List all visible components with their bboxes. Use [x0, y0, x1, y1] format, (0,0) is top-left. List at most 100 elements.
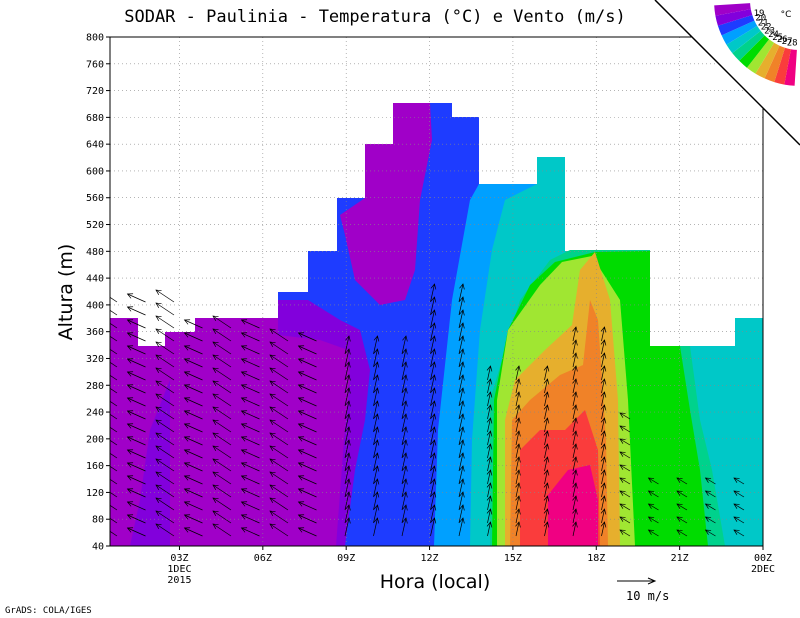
wind-vector: [515, 443, 521, 459]
wind-vector: [600, 521, 607, 537]
wind-vector: [515, 521, 521, 537]
wind-vector: [647, 477, 659, 485]
wind-vector: [600, 326, 607, 342]
wind-vector: [733, 516, 745, 524]
x-tick-label: 00Z: [754, 553, 772, 564]
chart-title: SODAR - Paulinia - Temperatura (°C) e Ve…: [124, 7, 626, 27]
wind-vector: [212, 341, 232, 355]
wind-vector: [401, 361, 408, 381]
wind-vector: [458, 348, 465, 368]
wind-vector: [430, 283, 437, 303]
wind-vector: [126, 306, 146, 316]
colorbar-swatch: [717, 15, 755, 36]
wind-vector: [297, 475, 317, 485]
wind-vector: [183, 319, 203, 329]
wind-vector: [126, 410, 146, 420]
wind-vector: [155, 406, 175, 420]
wind-vector: [676, 490, 688, 498]
wind-vector: [183, 449, 203, 459]
wind-vector: [572, 482, 578, 498]
wind-vector: [344, 387, 351, 407]
wind-vector: [240, 501, 260, 511]
wind-vector: [183, 410, 203, 420]
wind-vector: [126, 358, 146, 368]
wind-vector: [373, 335, 380, 355]
wind-vector: [155, 341, 175, 355]
colorbar-tick-label: 21: [758, 18, 769, 28]
wind-vector: [373, 361, 380, 381]
y-tick-label: 600: [86, 166, 104, 177]
wind-vector: [269, 341, 289, 355]
wind-vector: [458, 491, 465, 511]
wind-vector: [572, 495, 578, 511]
colorbar-tick-label: 22: [761, 23, 772, 33]
wind-vector: [126, 436, 146, 446]
wind-vector: [572, 404, 578, 420]
wind-vector: [430, 491, 437, 511]
wind-vector: [155, 315, 175, 329]
y-tick-label: 520: [86, 220, 104, 231]
wind-vector: [572, 378, 578, 394]
wind-vector: [600, 339, 607, 355]
wind-vector: [572, 365, 578, 381]
wind-vector: [515, 495, 521, 511]
wind-vector: [458, 426, 465, 446]
wind-vector: [297, 410, 317, 420]
wind-vector: [704, 503, 716, 511]
wind-vector: [486, 365, 493, 381]
region-violet-top: [340, 103, 432, 305]
wind-vector: [269, 484, 289, 498]
wind-vector: [458, 517, 465, 537]
wind-vector: [430, 387, 437, 407]
wind-vector: [401, 400, 408, 420]
colorbar-tick-label: 28: [787, 38, 798, 48]
wind-vector: [212, 328, 232, 342]
wind-vector: [126, 319, 146, 329]
wind-vector: [486, 508, 493, 524]
wind-vector: [183, 514, 203, 524]
wind-vector: [458, 400, 465, 420]
wind-vector: [297, 527, 317, 537]
wind-vector: [401, 504, 408, 524]
wind-vector: [240, 319, 260, 329]
wind-vector: [297, 514, 317, 524]
wind-vector: [600, 430, 607, 446]
wind-vector: [297, 488, 317, 498]
wind-vector: [269, 367, 289, 381]
y-tick-label: 440: [86, 274, 104, 285]
wind-vector: [676, 503, 688, 511]
wind-vector: [126, 527, 146, 537]
wind-vector: [126, 462, 146, 472]
wind-vector: [110, 322, 118, 329]
wind-vector: [240, 358, 260, 368]
wind-vector: [733, 503, 745, 511]
wind-vector: [183, 345, 203, 355]
wind-vector: [297, 358, 317, 368]
wind-vector: [297, 384, 317, 394]
wind-vector: [240, 527, 260, 537]
temperature-field: [110, 103, 763, 546]
colorbar-swatch: [732, 30, 765, 61]
wind-vector: [515, 404, 521, 420]
wind-vector: [344, 348, 351, 368]
wind-vector: [600, 365, 607, 381]
wind-vector: [515, 482, 521, 498]
wind-vector: [297, 449, 317, 459]
wind-vector: [240, 410, 260, 420]
plot-frame: [109, 36, 764, 547]
wind-vector: [240, 345, 260, 355]
wind-vector: [155, 419, 175, 433]
wind-vector: [572, 339, 578, 355]
wind-vector: [676, 516, 688, 524]
wind-vector: [572, 430, 578, 446]
wind-vector: [297, 397, 317, 407]
wind-vector: [430, 426, 437, 446]
wind-vector: [543, 456, 550, 472]
wind-vector: [155, 497, 175, 511]
wind-vector: [183, 436, 203, 446]
wind-vector: [600, 469, 607, 485]
colorbar-swatch: [714, 3, 751, 16]
wind-vector: [572, 326, 578, 342]
wind-vector: [676, 529, 688, 537]
wind-vector: [543, 378, 550, 394]
